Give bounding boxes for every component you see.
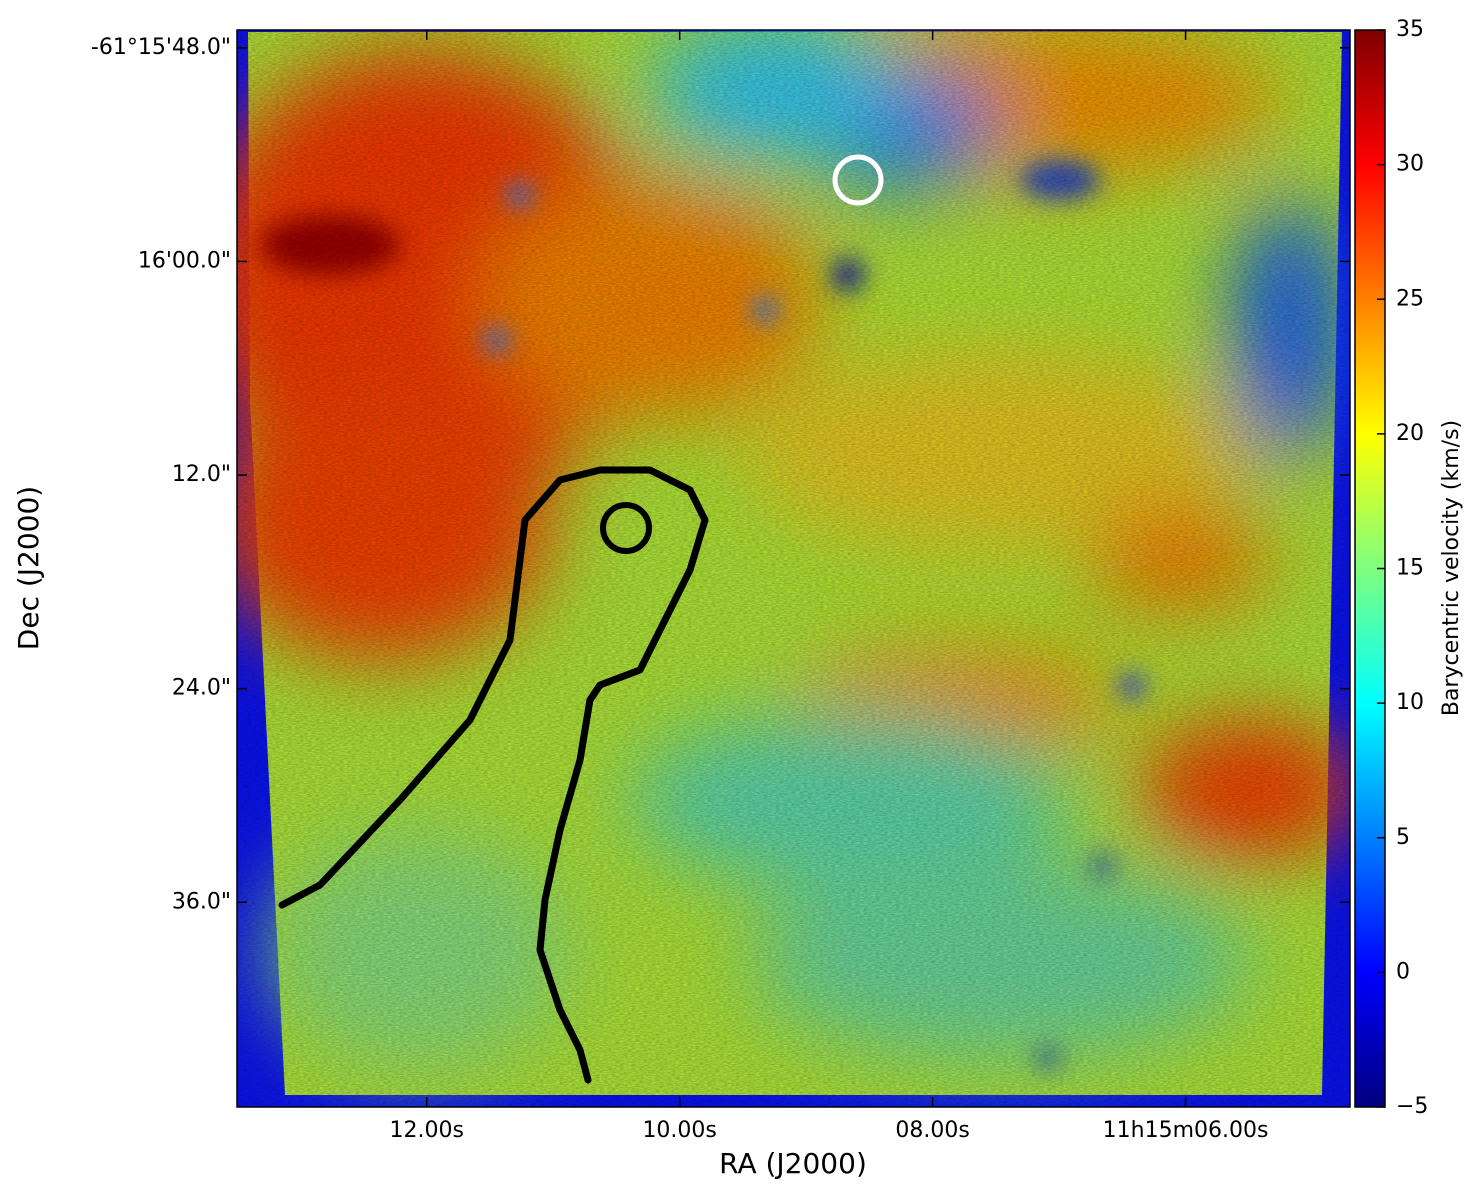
marker-circle [832, 154, 884, 206]
colorbar-tick-label: 20 [1396, 421, 1424, 446]
colorbar-tick-label: 10 [1396, 690, 1424, 715]
y-axis-label: Dec (J2000) [12, 486, 45, 650]
y-tick-label: 16'00.0" [138, 248, 231, 273]
colorbar-tick-label: 35 [1396, 17, 1424, 42]
x-tick-label: 10.00s [642, 1118, 716, 1143]
colorbar-tick-label: 0 [1396, 959, 1410, 984]
plot-frame [236, 29, 1351, 1108]
colorbar-tick-label: 5 [1396, 825, 1410, 850]
y-tick-label: 12.0" [172, 462, 231, 487]
y-tick-label: -61°15'48.0" [91, 35, 231, 60]
y-tick-label: 36.0" [172, 889, 231, 914]
y-tick-label: 24.0" [172, 676, 231, 701]
x-tick-label: 08.00s [895, 1118, 969, 1143]
colorbar-tick-label: 30 [1396, 152, 1424, 177]
contour [278, 466, 709, 1084]
colorbar-tick-label: 25 [1396, 286, 1424, 311]
x-tick-label: 12.00s [389, 1118, 463, 1143]
colorbar-tick-label: 15 [1396, 556, 1424, 581]
x-axis-label: RA (J2000) [719, 1147, 867, 1180]
marker-circle [600, 502, 652, 554]
colorbar-label: Barycentric velocity (km/s) [1439, 420, 1464, 716]
velocity-map [237, 30, 1350, 1107]
colorbar-tick-label: −5 [1396, 1094, 1428, 1119]
x-tick-label: 11h15m06.00s [1103, 1118, 1269, 1143]
